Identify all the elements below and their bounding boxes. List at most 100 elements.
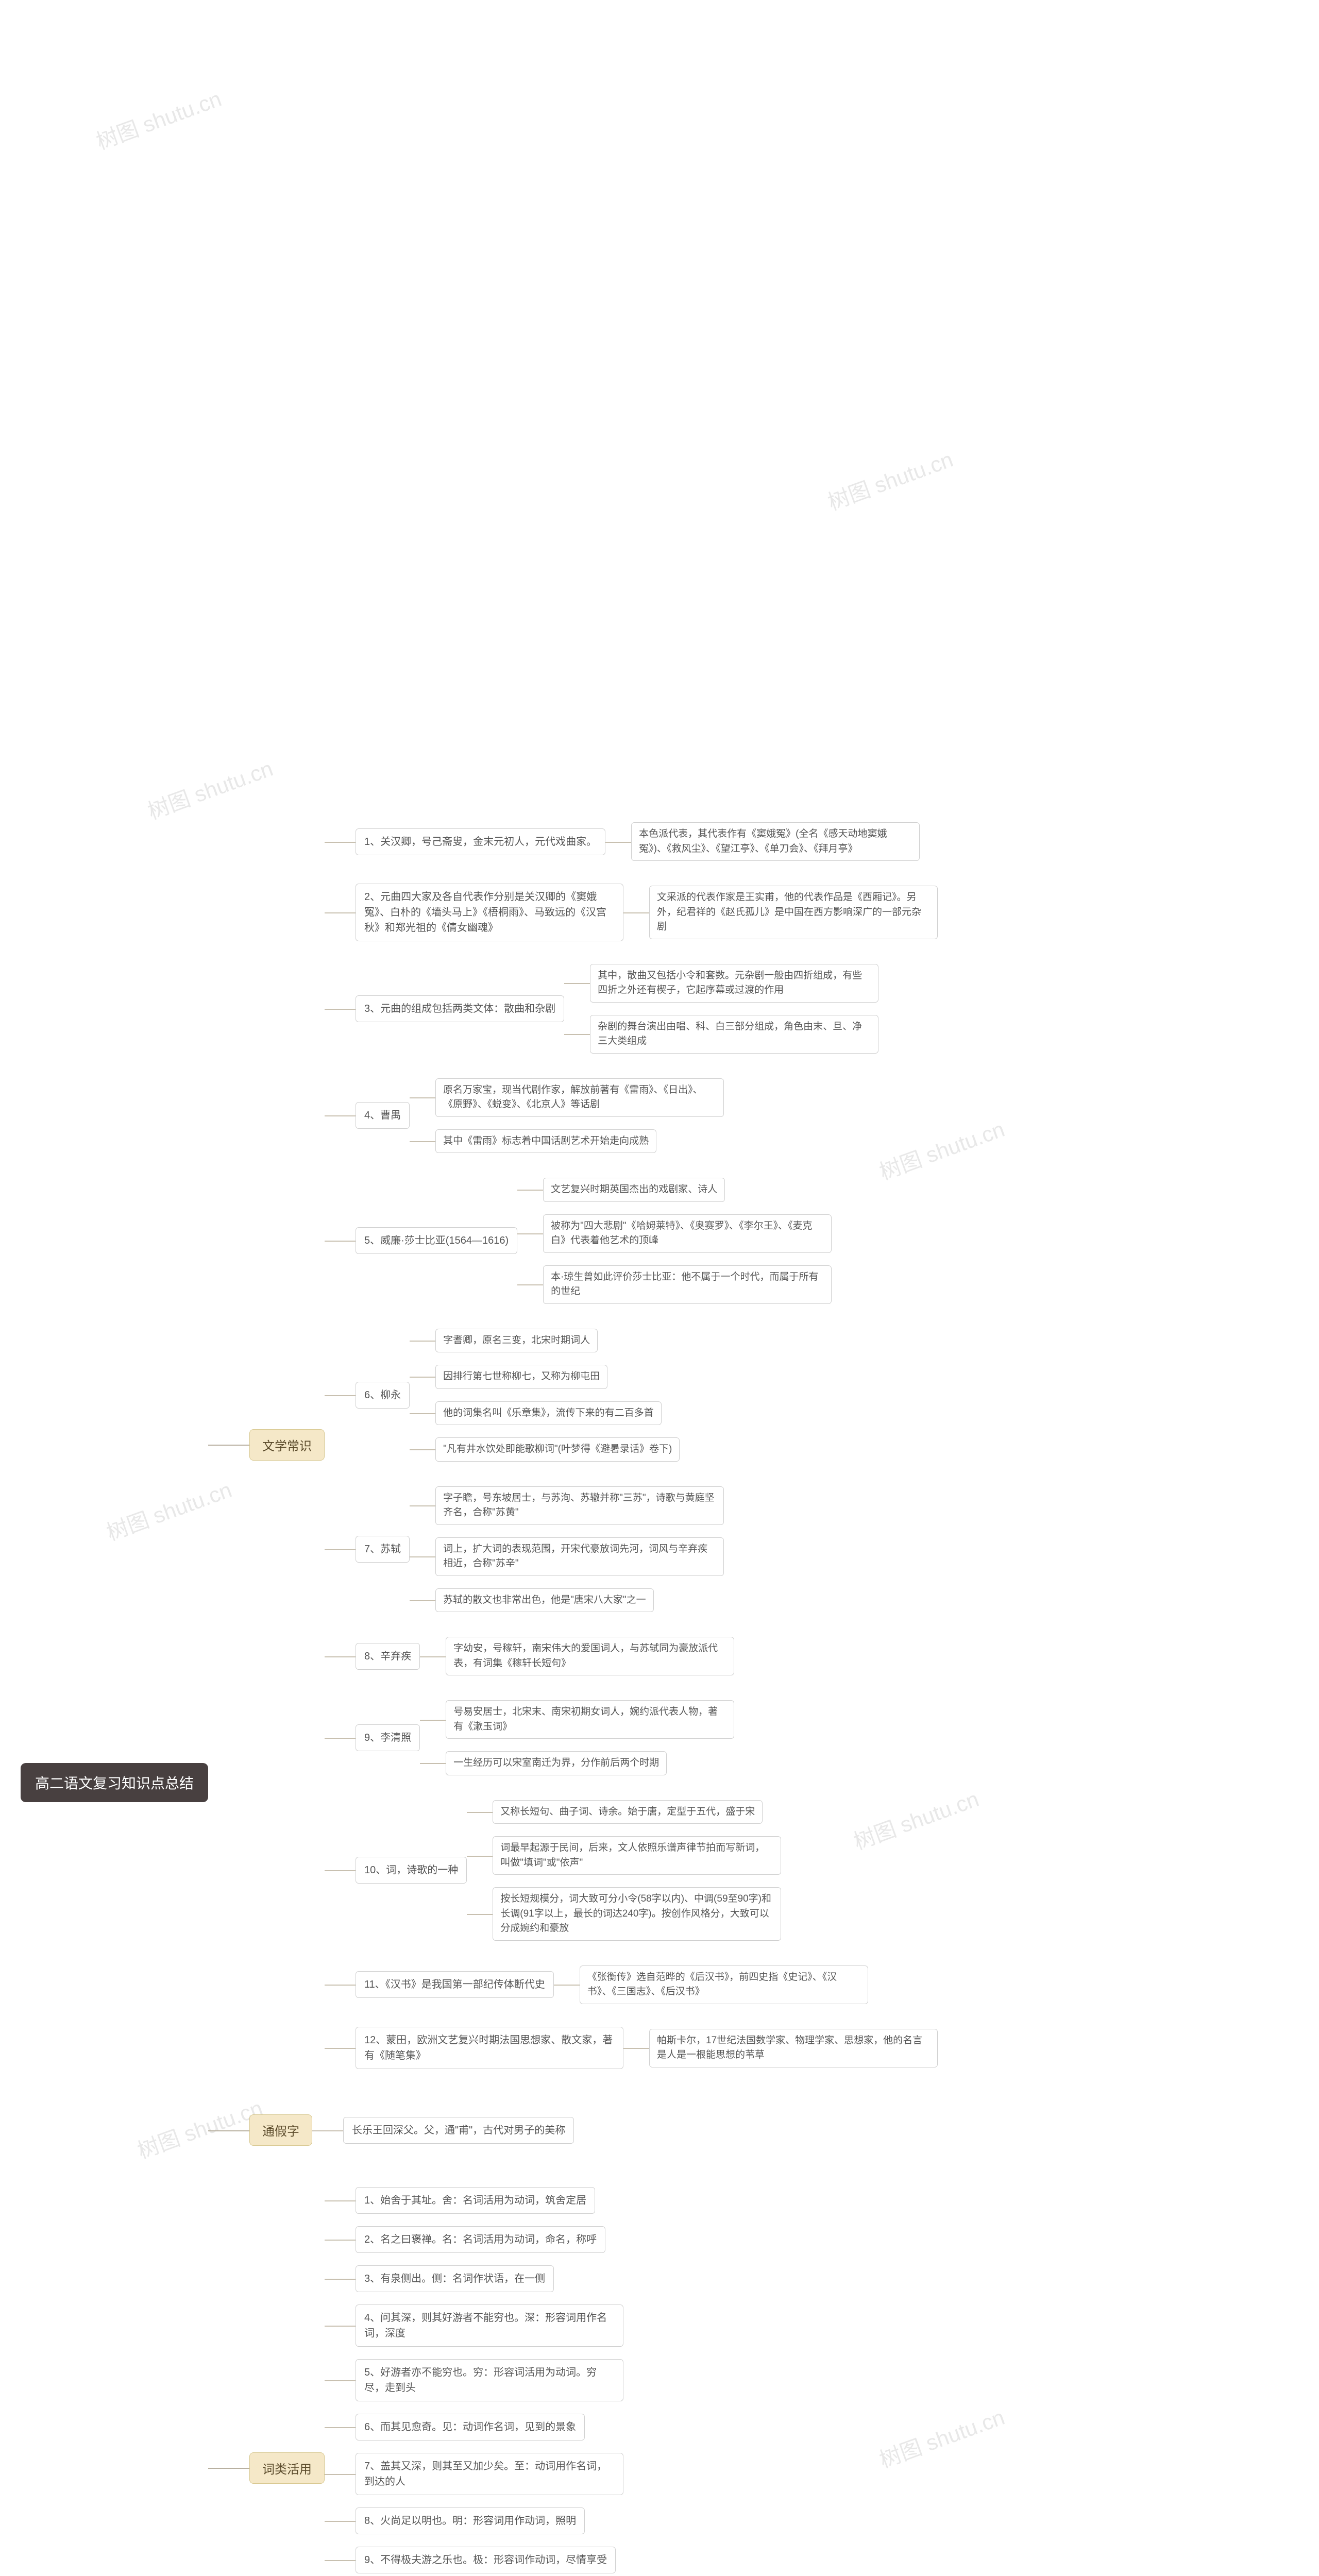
leaf-node: 词最早起源于民间，后来，文人依照乐谱声律节拍而写新词，叫做"填词"或"依声" (493, 1836, 781, 1875)
node-row: 苏轼的散文也非常出色，他是"唐宋八大家"之一 (435, 1588, 724, 1613)
leaf-node: 2、元曲四大家及各自代表作分别是关汉卿的《窦娥冤》、白朴的《墙头马上》《梧桐雨》… (356, 884, 623, 941)
leaf-node: 9、李清照 (356, 1724, 420, 1751)
node-row: 9、不得极夫游之乐也。极：形容词作动词，尽情享受 (356, 2547, 787, 2573)
node-row: 8、火尚足以明也。明：形容词用作动词，照明 (356, 2507, 787, 2534)
category-node: 词类活用 (249, 2452, 325, 2484)
leaf-node: 5、好游者亦不能穷也。穷：形容词活用为动词。穷尽，走到头 (356, 2359, 623, 2401)
leaf-node: 苏轼的散文也非常出色，他是"唐宋八大家"之一 (435, 1588, 654, 1613)
node-row: "凡有井水饮处即能歌柳词"(叶梦得《避暑录话》卷下) (435, 1437, 680, 1462)
root-branches: 文学常识 1、关汉卿，号己斋叟，金末元初人，元代戏曲家。本色派代表，其代表作有《窦… (249, 794, 938, 2576)
leaf-node: 7、盖其又深，则其至又加少矣。至：动词用作名词，到达的人 (356, 2453, 623, 2495)
sub-children: 又称长短句、曲子词、诗余。始于唐，定型于五代，盛于宋词最早起源于民间，后来，文人… (493, 1794, 781, 1947)
node-row: 词上，扩大词的表现范围，开宋代豪放词先河，词风与辛弃疾相近，合称"苏辛" (435, 1537, 724, 1576)
category-node: 通假字 (249, 2114, 312, 2146)
node-row: 字耆卿，原名三变，北宋时期词人 (435, 1329, 680, 1353)
category-branch: 文学常识 1、关汉卿，号己斋叟，金末元初人，元代戏曲家。本色派代表，其代表作有《窦… (249, 810, 938, 2080)
sub-children: 其中，散曲又包括小令和套数。元杂剧一般由四折组成，有些四折之外还有楔子，它起序幕… (590, 958, 878, 1060)
node-row: 《张衡传》选自范晔的《后汉书》，前四史指《史记》、《汉书》、《三国志》、《后汉书… (580, 1965, 868, 2004)
leaf-node: 词上，扩大词的表现范围，开宋代豪放词先河，词风与辛弃疾相近，合称"苏辛" (435, 1537, 724, 1576)
sub-children: 原名万家宝，现当代剧作家，解放前著有《雷雨》、《日出》、《原野》、《蜕变》、《北… (435, 1072, 724, 1160)
leaf-node: 7、苏轼 (356, 1536, 410, 1563)
node-row: 2、名之曰褒禅。名：名词活用为动词，命名，称呼 (356, 2226, 787, 2253)
leaf-node: 3、有泉侧出。侧：名词作状语，在一侧 (356, 2265, 554, 2292)
leaf-node: 字子瞻，号东坡居士，与苏洵、苏辙并称"三苏"，诗歌与黄庭坚齐名，合称"苏黄" (435, 1486, 724, 1525)
node-row: 其中《雷雨》标志着中国话剧艺术开始走向成熟 (435, 1129, 724, 1154)
category-children: 1、关汉卿，号己斋叟，金末元初人，元代戏曲家。本色派代表，其代表作有《窦娥冤》(… (356, 810, 938, 2080)
leaf-node: 因排行第七世称柳七，又称为柳屯田 (435, 1365, 607, 1389)
leaf-node: 《张衡传》选自范晔的《后汉书》，前四史指《史记》、《汉书》、《三国志》、《后汉书… (580, 1965, 868, 2004)
node-row: 6、而其见愈奇。见：动词作名词，见到的景象 (356, 2414, 787, 2441)
root-node: 高二语文复习知识点总结 (21, 1763, 208, 1802)
node-row: 1、始舍于其址。舍：名词活用为动词，筑舍定居 (356, 2187, 787, 2214)
node-row: 原名万家宝，现当代剧作家，解放前著有《雷雨》、《日出》、《原野》、《蜕变》、《北… (435, 1078, 724, 1117)
sub-children: 字耆卿，原名三变，北宋时期词人因排行第七世称柳七，又称为柳屯田他的词集名叫《乐章… (435, 1323, 680, 1468)
leaf-node: 其中《雷雨》标志着中国话剧艺术开始走向成熟 (435, 1129, 656, 1154)
category-children: 长乐王回深父。父，通"甫"，古代对男子的美称 (343, 2111, 574, 2150)
leaf-node: 4、曹禺 (356, 1102, 410, 1129)
leaf-node: 6、柳永 (356, 1382, 410, 1409)
node-row: 又称长短句、曲子词、诗余。始于唐，定型于五代，盛于宋 (493, 1800, 781, 1824)
node-row: 帕斯卡尔，17世纪法国数学家、物理学家、思想家，他的名言是人是一根能思想的苇草 (649, 2029, 938, 2067)
leaf-node: 本色派代表，其代表作有《窦娥冤》(全名《感天动地窦娥冤》)、《救风尘》、《望江亭… (631, 822, 920, 861)
category-children: 1、始舍于其址。舍：名词活用为动词，筑舍定居 2、名之曰褒禅。名：名词活用为动词，… (356, 2181, 787, 2576)
node-row: 其中，散曲又包括小令和套数。元杂剧一般由四折组成，有些四折之外还有楔子，它起序幕… (590, 964, 878, 1003)
leaf-node: 6、而其见愈奇。见：动词作名词，见到的景象 (356, 2414, 585, 2441)
node-row: 7、盖其又深，则其至又加少矣。至：动词用作名词，到达的人 (356, 2453, 787, 2495)
node-row: 7、苏轼字子瞻，号东坡居士，与苏洵、苏辙并称"三苏"，诗歌与黄庭坚齐名，合称"苏… (356, 1480, 938, 1619)
leaf-node: 号易安居士，北宋末、南宋初期女词人，婉约派代表人物，著有《漱玉词》 (446, 1700, 734, 1739)
node-row: 5、威廉·莎士比亚(1564—1616)文艺复兴时期英国杰出的戏剧家、诗人被称为… (356, 1172, 938, 1310)
leaf-node: 他的词集名叫《乐章集》，流传下来的有二百多首 (435, 1401, 662, 1426)
node-row: 本·琼生曾如此评价莎士比亚：他不属于一个时代，而属于所有的世纪 (543, 1265, 832, 1304)
leaf-node: 1、始舍于其址。舍：名词活用为动词，筑舍定居 (356, 2187, 595, 2214)
node-row: 本色派代表，其代表作有《窦娥冤》(全名《感天动地窦娥冤》)、《救风尘》、《望江亭… (631, 822, 920, 861)
leaf-node: 一生经历可以宋室南迁为界，分作前后两个时期 (446, 1751, 667, 1775)
leaf-node: 长乐王回深父。父，通"甫"，古代对男子的美称 (343, 2117, 574, 2144)
sub-children: 字幼安，号稼轩，南宋伟大的爱国词人，与苏轼同为豪放派代表，有词集《稼轩长短句》 (446, 1631, 734, 1682)
category-node: 文学常识 (249, 1429, 325, 1461)
node-row: 号易安居士，北宋末、南宋初期女词人，婉约派代表人物，著有《漱玉词》 (446, 1700, 734, 1739)
sub-children: 字子瞻，号东坡居士，与苏洵、苏辙并称"三苏"，诗歌与黄庭坚齐名，合称"苏黄" 词上… (435, 1480, 724, 1619)
node-row: 他的词集名叫《乐章集》，流传下来的有二百多首 (435, 1401, 680, 1426)
node-row: 3、有泉侧出。侧：名词作状语，在一侧 (356, 2265, 787, 2292)
node-row: 文艺复兴时期英国杰出的戏剧家、诗人 (543, 1178, 832, 1202)
sub-children: 文艺复兴时期英国杰出的戏剧家、诗人被称为"四大悲剧"《哈姆莱特》、《奥赛罗》、《… (543, 1172, 832, 1310)
leaf-node: 文艺复兴时期英国杰出的戏剧家、诗人 (543, 1178, 725, 1202)
node-row: 因排行第七世称柳七，又称为柳屯田 (435, 1365, 680, 1389)
category-branch: 通假字 长乐王回深父。父，通"甫"，古代对男子的美称 (249, 2111, 938, 2150)
node-row: 8、辛弃疾字幼安，号稼轩，南宋伟大的爱国词人，与苏轼同为豪放派代表，有词集《稼轩… (356, 1631, 938, 1682)
node-row: 杂剧的舞台演出由唱、科、白三部分组成，角色由末、旦、净三大类组成 (590, 1015, 878, 1054)
leaf-node: 又称长短句、曲子词、诗余。始于唐，定型于五代，盛于宋 (493, 1800, 763, 1824)
node-row: 5、好游者亦不能穷也。穷：形容词活用为动词。穷尽，走到头 (356, 2359, 787, 2401)
node-row: 被称为"四大悲剧"《哈姆莱特》、《奥赛罗》、《李尔王》、《麦克白》代表着他艺术的… (543, 1214, 832, 1253)
mindmap-container: 高二语文复习知识点总结 文学常识 1、关汉卿，号己斋叟，金末元初人，元代戏曲家。本… (21, 31, 1298, 2576)
node-row: 文采派的代表作家是王实甫，他的代表作品是《西厢记》。另外，纪君祥的《赵氏孤儿》是… (649, 886, 938, 939)
node-row: 11、《汉书》是我国第一部纪传体断代史《张衡传》选自范晔的《后汉书》，前四史指《… (356, 1959, 938, 2010)
node-row: 按长短规模分，词大致可分小令(58字以内)、中调(59至90字)和长调(91字以… (493, 1887, 781, 1941)
node-row: 词最早起源于民间，后来，文人依照乐谱声律节拍而写新词，叫做"填词"或"依声" (493, 1836, 781, 1875)
leaf-node: 4、问其深，则其好游者不能穷也。深：形容词用作名词，深度 (356, 2304, 623, 2347)
node-row: 长乐王回深父。父，通"甫"，古代对男子的美称 (343, 2117, 574, 2144)
leaf-node: 本·琼生曾如此评价莎士比亚：他不属于一个时代，而属于所有的世纪 (543, 1265, 832, 1304)
node-row: 9、李清照号易安居士，北宋末、南宋初期女词人，婉约派代表人物，著有《漱玉词》一生… (356, 1694, 938, 1782)
node-row: 4、曹禺原名万家宝，现当代剧作家，解放前著有《雷雨》、《日出》、《原野》、《蜕变… (356, 1072, 938, 1160)
leaf-node: 按长短规模分，词大致可分小令(58字以内)、中调(59至90字)和长调(91字以… (493, 1887, 781, 1941)
sub-children: 文采派的代表作家是王实甫，他的代表作品是《西厢记》。另外，纪君祥的《赵氏孤儿》是… (649, 879, 938, 945)
node-row: 4、问其深，则其好游者不能穷也。深：形容词用作名词，深度 (356, 2304, 787, 2347)
leaf-node: 8、辛弃疾 (356, 1643, 420, 1670)
node-row: 1、关汉卿，号己斋叟，金末元初人，元代戏曲家。本色派代表，其代表作有《窦娥冤》(… (356, 816, 938, 867)
leaf-node: 11、《汉书》是我国第一部纪传体断代史 (356, 1971, 554, 1998)
sub-children: 帕斯卡尔，17世纪法国数学家、物理学家、思想家，他的名言是人是一根能思想的苇草 (649, 2023, 938, 2074)
leaf-node: 12、蒙田，欧洲文艺复兴时期法国思想家、散文家，著有《随笔集》 (356, 2027, 623, 2069)
leaf-node: 8、火尚足以明也。明：形容词用作动词，照明 (356, 2507, 585, 2534)
sub-children: 号易安居士，北宋末、南宋初期女词人，婉约派代表人物，著有《漱玉词》一生经历可以宋… (446, 1694, 734, 1782)
leaf-node: 字幼安，号稼轩，南宋伟大的爱国词人，与苏轼同为豪放派代表，有词集《稼轩长短句》 (446, 1637, 734, 1675)
leaf-node: 其中，散曲又包括小令和套数。元杂剧一般由四折组成，有些四折之外还有楔子，它起序幕… (590, 964, 878, 1003)
leaf-node: 原名万家宝，现当代剧作家，解放前著有《雷雨》、《日出》、《原野》、《蜕变》、《北… (435, 1078, 724, 1117)
leaf-node: 9、不得极夫游之乐也。极：形容词作动词，尽情享受 (356, 2547, 616, 2573)
node-row: 3、元曲的组成包括两类文体：散曲和杂剧其中，散曲又包括小令和套数。元杂剧一般由四… (356, 958, 938, 1060)
leaf-node: 3、元曲的组成包括两类文体：散曲和杂剧 (356, 995, 564, 1022)
leaf-node: 被称为"四大悲剧"《哈姆莱特》、《奥赛罗》、《李尔王》、《麦克白》代表着他艺术的… (543, 1214, 832, 1253)
node-row: 2、元曲四大家及各自代表作分别是关汉卿的《窦娥冤》、白朴的《墙头马上》《梧桐雨》… (356, 879, 938, 945)
leaf-node: "凡有井水饮处即能歌柳词"(叶梦得《避暑录话》卷下) (435, 1437, 680, 1462)
leaf-node: 字耆卿，原名三变，北宋时期词人 (435, 1329, 598, 1353)
